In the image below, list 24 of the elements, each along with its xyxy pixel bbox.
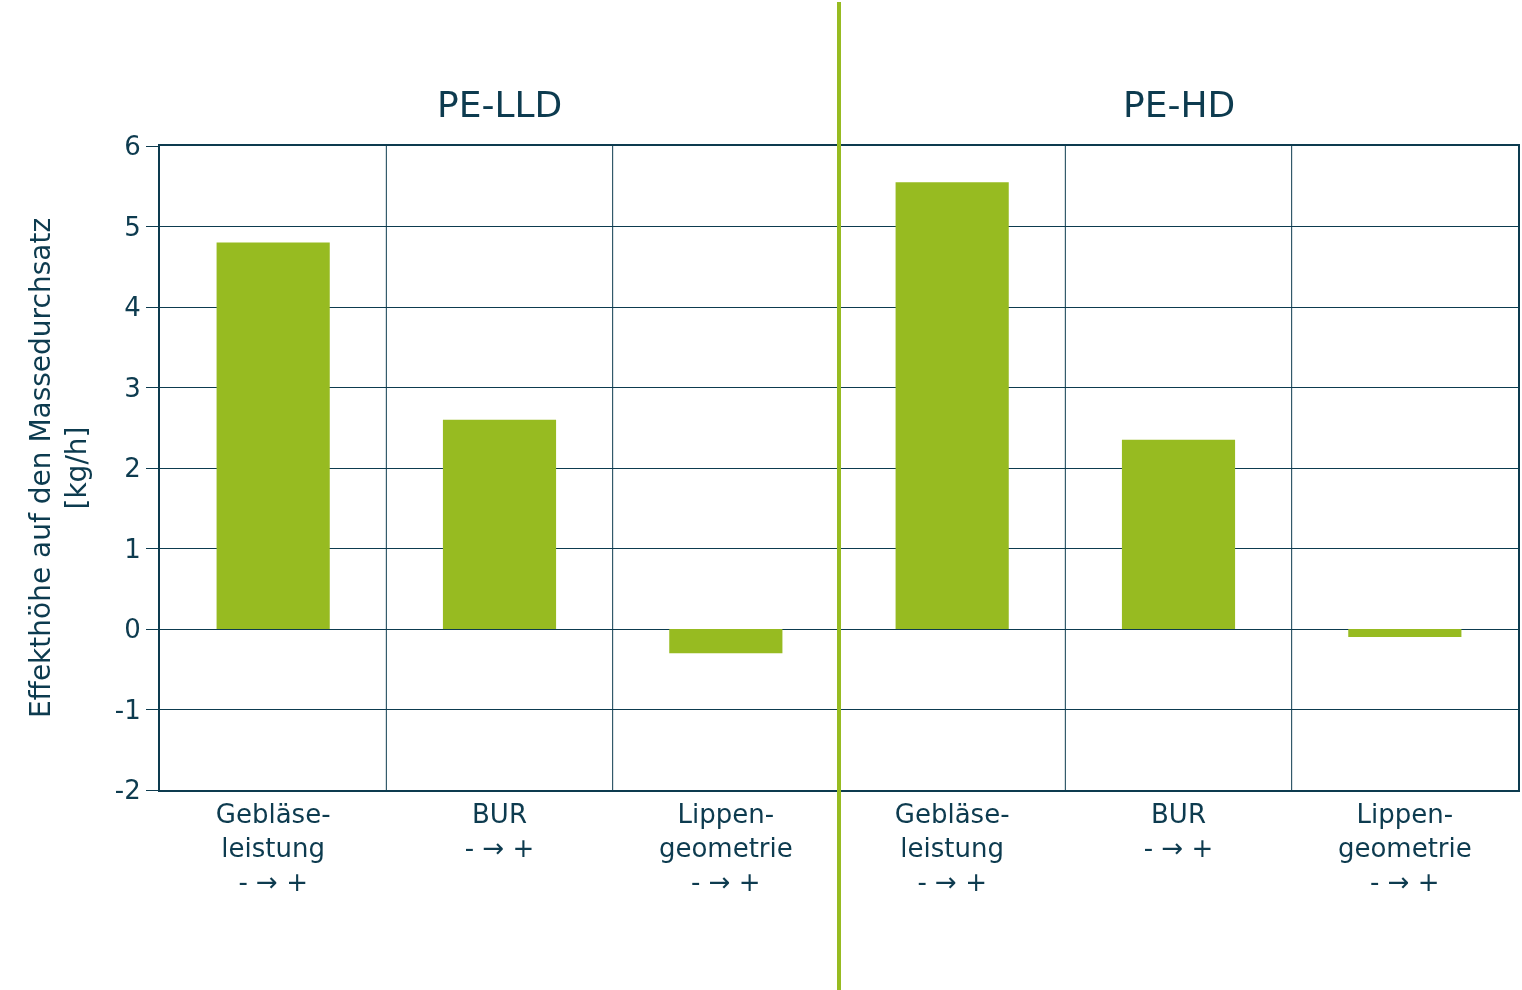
x-tick-label: BUR - → + [1143, 799, 1214, 863]
y-axis-title: Effekthöhe auf den Massedurchsatz [kg/h] [23, 217, 94, 719]
y-tick-label: 0 [124, 614, 141, 645]
bar [669, 629, 783, 654]
bar [1348, 629, 1462, 638]
y-tick-label: 3 [124, 372, 141, 403]
text: PE-HD [1123, 84, 1236, 125]
x-tick-label: Lippen- geometrie - → + [1337, 799, 1472, 897]
x-tick-label: BUR - → + [464, 799, 535, 863]
y-tick-label: 4 [124, 292, 141, 323]
x-tick-label: Lippen- geometrie - → + [658, 799, 793, 897]
bar [1121, 439, 1236, 629]
y-tick-label: 6 [124, 131, 141, 162]
y-tick-label: 1 [124, 533, 141, 564]
y-tick-label: -1 [114, 694, 141, 725]
bar [895, 182, 1009, 629]
bar [442, 419, 557, 629]
y-tick-label: -2 [114, 775, 141, 806]
x-tick-label: Gebläse- leistung - → + [215, 799, 331, 897]
text: PE-LLD [437, 84, 563, 125]
x-tick-label: Gebläse- leistung - → + [894, 799, 1010, 897]
y-tick-label: 2 [124, 453, 141, 484]
y-tick-label: 5 [124, 211, 141, 242]
bar [216, 242, 330, 629]
